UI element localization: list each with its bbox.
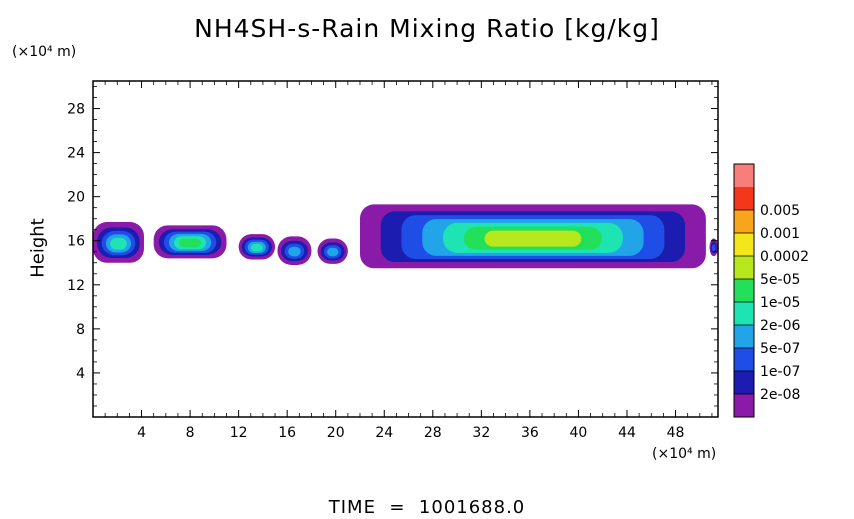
colorbar-swatch [734, 279, 754, 302]
colorbar-label: 2e-06 [760, 318, 800, 334]
colorbar-swatch [734, 256, 754, 279]
x-tick-label: 12 [230, 425, 248, 441]
cloud-level-band [327, 247, 339, 257]
colorbar-label: 0.005 [760, 203, 800, 219]
x-tick-label: 40 [570, 425, 588, 441]
x-axis: 4 8 12 16 20 24 28 32 36 40 44 48 [104, 81, 713, 441]
x-tick-label: 44 [618, 425, 636, 441]
y-tick-label: 12 [67, 278, 85, 294]
y-axis-unit: (×10⁴ m) [12, 44, 77, 60]
colorbar-swatch [734, 164, 754, 187]
colorbar-swatch [734, 233, 754, 256]
cloud-level-band [711, 244, 716, 252]
colorbar-label: 0.0002 [760, 249, 809, 265]
x-tick-label: 28 [424, 425, 442, 441]
y-tick-label: 4 [76, 366, 85, 382]
colorbar-swatch [734, 394, 754, 417]
cloud-level-band [179, 238, 202, 248]
x-tick-label: 32 [472, 425, 490, 441]
chart-title: NH4SH-s-Rain Mixing Ratio [kg/kg] [194, 14, 660, 43]
x-tick-label: 24 [375, 425, 393, 441]
cloud-level-band [484, 230, 582, 247]
colorbar-label: 0.001 [760, 226, 800, 242]
colorbar-swatch [734, 210, 754, 233]
y-tick-label: 16 [67, 234, 85, 250]
cloud-level-band [250, 243, 263, 252]
colorbar-label: 5e-05 [760, 272, 800, 288]
cloud-level-band [288, 246, 301, 257]
colorbar: 2e-08 1e-07 5e-07 2e-06 1e-05 5e-05 0.0002 0.00… [733, 163, 809, 418]
colorbar-swatch [734, 325, 754, 348]
x-axis-unit: (×10⁴ m) [652, 446, 717, 462]
colorbar-swatch [734, 302, 754, 325]
x-tick-label: 48 [667, 425, 685, 441]
colorbar-label: 5e-07 [760, 341, 800, 357]
cloud-level-band [110, 237, 127, 250]
x-tick-label: 16 [278, 425, 296, 441]
y-axis: 4 8 12 16 20 24 28 [67, 86, 718, 407]
colorbar-label: 2e-08 [760, 387, 800, 403]
y-tick-label: 24 [67, 146, 85, 162]
y-tick-label: 20 [67, 190, 85, 206]
plot-frame [92, 80, 719, 418]
x-tick-label: 4 [137, 425, 146, 441]
colorbar-swatch [734, 348, 754, 371]
cloud-field [93, 204, 718, 269]
x-tick-label: 36 [521, 425, 539, 441]
colorbar-label: 1e-07 [760, 364, 800, 380]
x-tick-label: 20 [327, 425, 345, 441]
colorbar-label: 1e-05 [760, 295, 800, 311]
time-label: TIME = 1001688.0 [328, 497, 526, 518]
y-tick-label: 28 [67, 102, 85, 118]
colorbar-swatch [734, 371, 754, 394]
y-tick-label: 8 [76, 322, 85, 338]
colorbar-swatch [734, 187, 754, 210]
colorbar-frame [733, 163, 755, 418]
x-tick-label: 8 [186, 425, 195, 441]
